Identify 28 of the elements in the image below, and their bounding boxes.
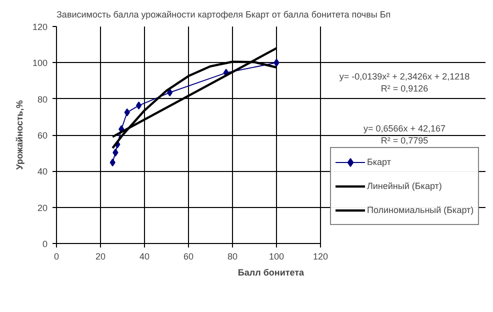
point [274,58,280,67]
x-tick-label: 20 [95,252,106,262]
y-tick-label: 100 [32,58,48,68]
legend-label: Бкарт [367,157,391,167]
legend-label: Полиномиальный (Бкарт) [367,205,474,215]
text: y= -0,0139x² + 2,3426x + 2,1218 R² = 0,9126 [339,72,470,94]
y-tick-label: 60 [37,130,48,140]
text: y= 0,6566x + 42,167 R² = 0,7795 [363,124,446,146]
point [110,158,116,166]
y-tick-label: 120 [32,22,48,32]
x-axis-title: Балл бонитета [238,268,306,278]
point [166,88,173,97]
y-axis-title: Урожайность,% [14,100,24,170]
x-tick-label: 60 [183,252,194,262]
y-tick-label: 40 [37,166,48,177]
point [112,148,118,157]
point [124,108,130,116]
x-tick-label: 0 [54,252,60,262]
y-tick-label: 80 [37,94,48,104]
chart-title: Зависимость балла урожайности картофеля Бкарт от балла бонитета почвы Бп [56,10,391,20]
y-tick-label: 20 [37,202,48,213]
x-tick-label: 100 [268,252,284,262]
x-tick-label: 40 [139,252,150,262]
x-tick-label: 80 [227,252,238,262]
point [136,102,142,110]
x-tick-label: 120 [312,252,328,262]
legend-label: Линейный (Бкарт) [367,181,442,191]
y-tick-label: 0 [42,239,48,249]
